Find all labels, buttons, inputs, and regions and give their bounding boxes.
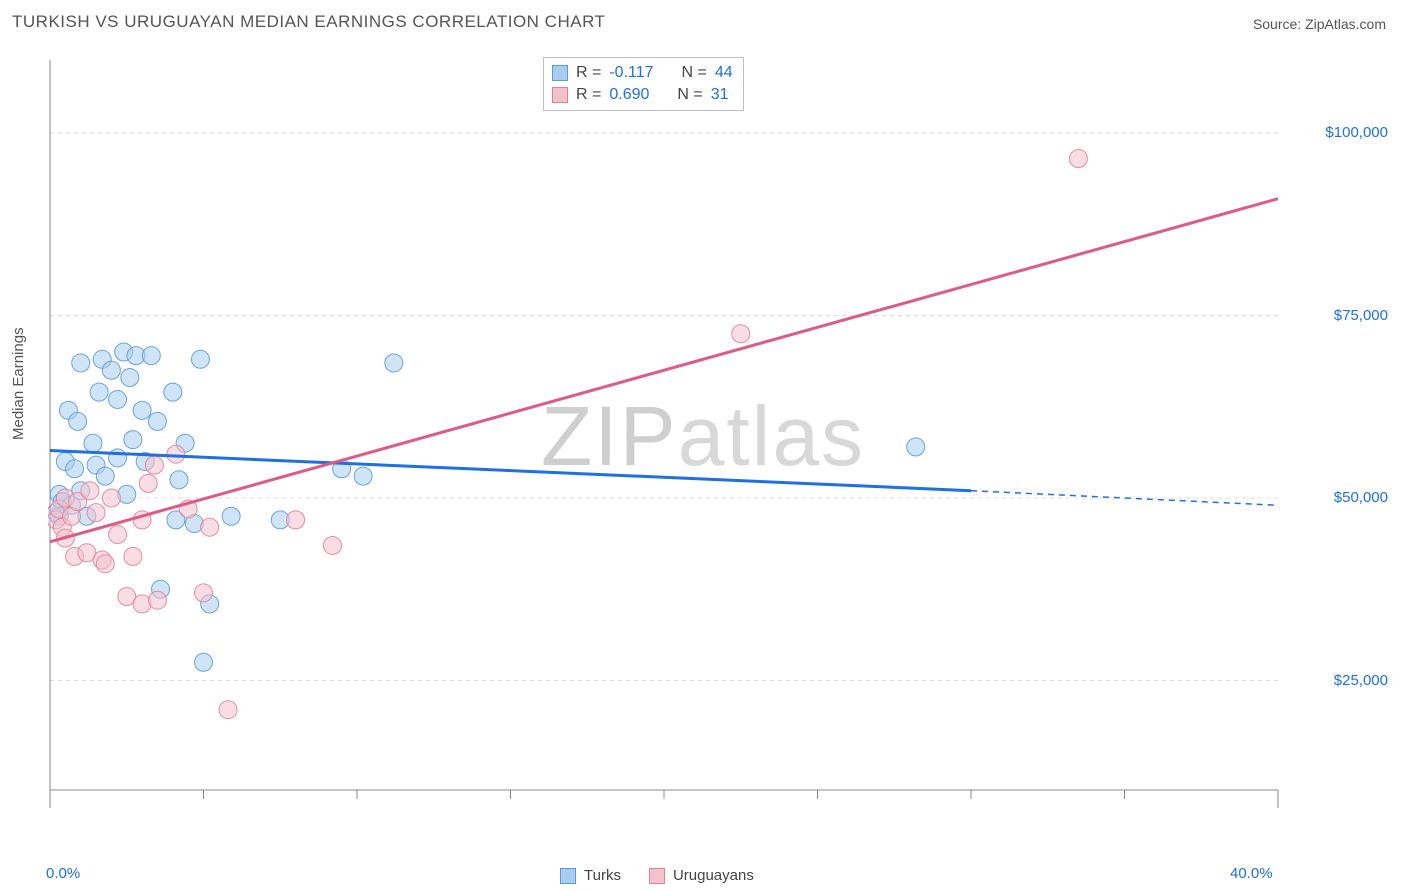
y-tick-label: $25,000 (1334, 672, 1388, 689)
r-label: R = (576, 86, 601, 104)
legend-item-uruguayans: Uruguayans (649, 867, 754, 884)
chart-title: TURKISH VS URUGUAYAN MEDIAN EARNINGS COR… (12, 12, 605, 32)
n-value-turks: 44 (715, 64, 733, 82)
x-tick-label: 0.0% (46, 865, 80, 882)
n-label: N = (677, 86, 702, 104)
source-name: ZipAtlas.com (1305, 16, 1386, 32)
n-value-uruguayans: 31 (711, 86, 729, 104)
y-axis-label: Median Earnings (10, 327, 27, 440)
legend-label-turks: Turks (584, 867, 621, 884)
correlation-stats-legend: R = -0.117 N = 44 R = 0.690 N = 31 (543, 57, 744, 111)
legend-swatch-uruguayans (552, 87, 568, 103)
n-label: N = (682, 64, 707, 82)
y-tick-label: $100,000 (1325, 124, 1388, 141)
legend-swatch-uruguayans (649, 868, 665, 884)
stats-row-uruguayans: R = 0.690 N = 31 (552, 84, 733, 106)
legend-item-turks: Turks (560, 867, 621, 884)
r-value-uruguayans: 0.690 (609, 86, 649, 104)
legend-swatch-turks (552, 65, 568, 81)
source-attribution: Source: ZipAtlas.com (1253, 16, 1386, 32)
y-tick-label: $75,000 (1334, 307, 1388, 324)
source-prefix: Source: (1253, 16, 1305, 32)
r-label: R = (576, 64, 601, 82)
series-legend: Turks Uruguayans (560, 867, 754, 884)
x-tick-label: 40.0% (1230, 865, 1273, 882)
legend-swatch-turks (560, 868, 576, 884)
r-value-turks: -0.117 (609, 64, 653, 82)
chart-svg (48, 50, 1388, 830)
scatter-chart (48, 50, 1388, 830)
legend-label-uruguayans: Uruguayans (673, 867, 754, 884)
y-tick-label: $50,000 (1334, 489, 1388, 506)
stats-row-turks: R = -0.117 N = 44 (552, 62, 733, 84)
